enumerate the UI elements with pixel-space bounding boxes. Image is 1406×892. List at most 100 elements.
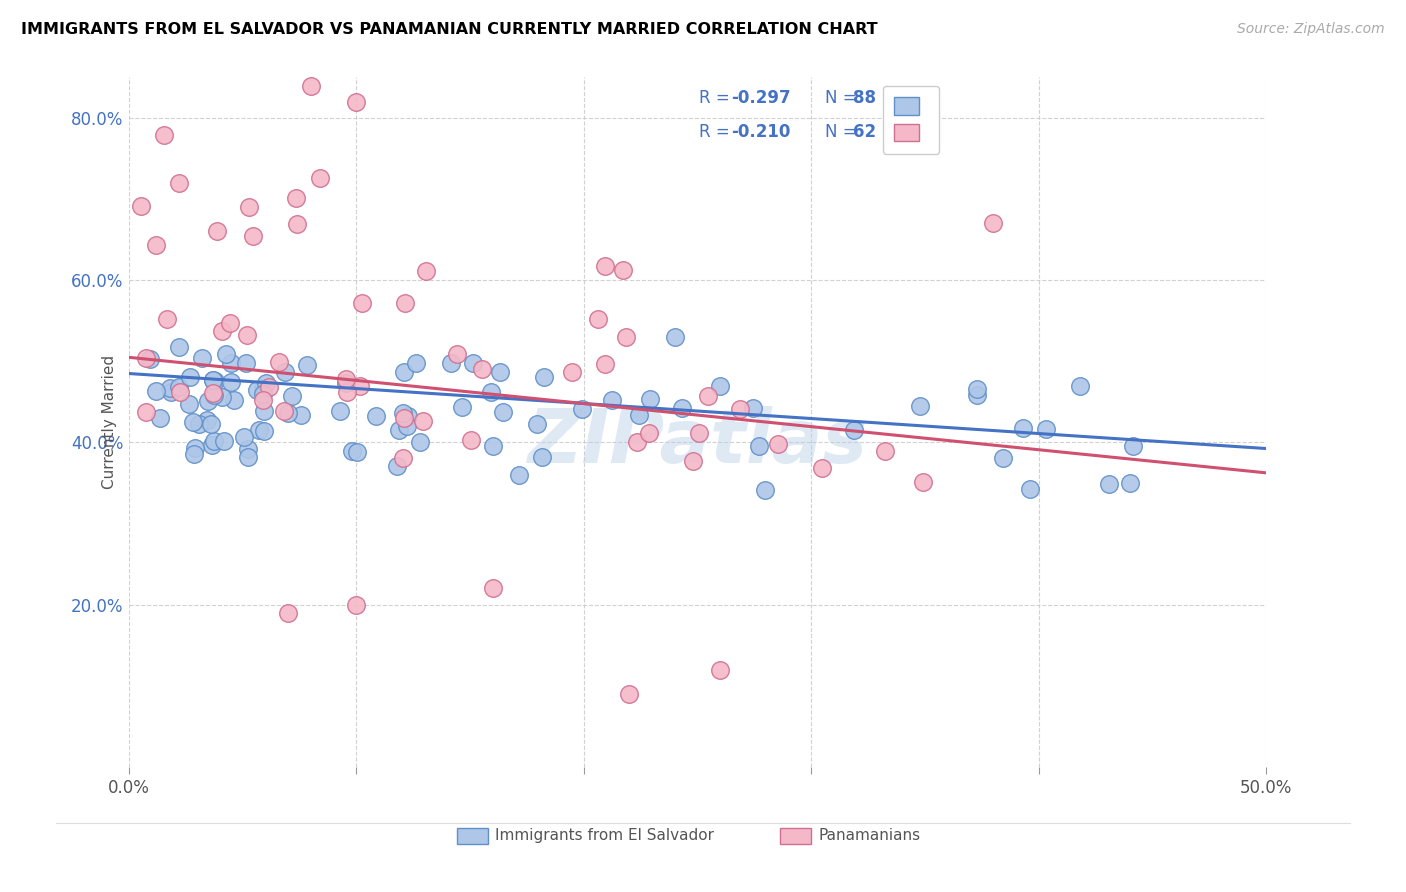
Point: [991, 451, 1014, 466]
Point: [697, 388, 720, 402]
Point: [1035, 422, 1057, 436]
Point: [219, 356, 242, 370]
Point: [450, 400, 472, 414]
Point: [277, 407, 299, 421]
Point: [966, 387, 988, 401]
Text: N =: N =: [825, 123, 862, 141]
Point: [593, 357, 616, 371]
Point: [156, 312, 179, 326]
Point: [252, 386, 274, 401]
Point: [688, 425, 710, 440]
Y-axis label: Currently Married: Currently Married: [103, 355, 118, 489]
Point: [197, 393, 219, 408]
Point: [211, 324, 233, 338]
Point: [181, 416, 204, 430]
Point: [446, 346, 468, 360]
Point: [682, 453, 704, 467]
Point: [329, 404, 352, 418]
Point: [179, 369, 201, 384]
Point: [810, 461, 832, 475]
Point: [139, 352, 162, 367]
Text: 88: 88: [853, 89, 876, 107]
Point: [1069, 379, 1091, 393]
Point: [911, 475, 934, 490]
Text: ZIPatlas: ZIPatlas: [527, 407, 868, 479]
Point: [167, 340, 190, 354]
Point: [201, 438, 224, 452]
Point: [222, 392, 245, 407]
Point: [612, 263, 634, 277]
Point: [167, 176, 190, 190]
Point: [392, 411, 415, 425]
Point: [709, 378, 731, 392]
Point: [184, 441, 207, 455]
Point: [394, 296, 416, 310]
Point: [285, 190, 308, 204]
Point: [242, 228, 264, 243]
Text: Source: ZipAtlas.com: Source: ZipAtlas.com: [1237, 22, 1385, 37]
Point: [910, 399, 932, 413]
Point: [1119, 475, 1142, 490]
Legend: , : ,: [883, 86, 939, 153]
Point: [201, 373, 224, 387]
Point: [571, 402, 593, 417]
Point: [336, 385, 359, 400]
Point: [392, 450, 415, 465]
Point: [219, 317, 242, 331]
Point: [259, 380, 281, 394]
Point: [481, 582, 503, 596]
Point: [159, 381, 181, 395]
Point: [177, 397, 200, 411]
Point: [145, 384, 167, 399]
Point: [344, 598, 367, 612]
Point: [200, 417, 222, 431]
Point: [285, 217, 308, 231]
Point: [135, 351, 157, 365]
Point: [488, 365, 510, 379]
Point: [526, 417, 548, 431]
Point: [131, 199, 153, 213]
Text: Panamanians: Panamanians: [818, 829, 921, 843]
Point: [135, 404, 157, 418]
Point: [440, 356, 463, 370]
Point: [340, 444, 363, 458]
Point: [1018, 482, 1040, 496]
Point: [246, 383, 269, 397]
Point: [267, 355, 290, 369]
Point: [290, 408, 312, 422]
Point: [253, 404, 276, 418]
Point: [204, 374, 226, 388]
Point: [586, 312, 609, 326]
Text: -0.297: -0.297: [731, 89, 790, 107]
Point: [254, 376, 277, 390]
Point: [614, 330, 637, 344]
Point: [202, 388, 225, 402]
Point: [149, 411, 172, 425]
Point: [212, 434, 235, 449]
Point: [202, 385, 225, 400]
Point: [309, 171, 332, 186]
Point: [1098, 476, 1121, 491]
Point: [145, 238, 167, 252]
Point: [346, 444, 368, 458]
Text: Immigrants from El Salvador: Immigrants from El Salvador: [495, 829, 714, 843]
Point: [252, 424, 274, 438]
Point: [201, 373, 224, 387]
Point: [247, 423, 270, 437]
Point: [671, 401, 693, 415]
Point: [415, 264, 437, 278]
Point: [709, 663, 731, 677]
Point: [350, 296, 373, 310]
Point: [392, 406, 415, 420]
Point: [626, 434, 648, 449]
Point: [1121, 439, 1143, 453]
Point: [281, 389, 304, 403]
Point: [602, 393, 624, 408]
Point: [299, 78, 322, 93]
Point: [530, 450, 553, 464]
Point: [169, 384, 191, 399]
Point: [344, 95, 367, 109]
Point: [396, 419, 419, 434]
Point: [728, 402, 751, 417]
Point: [335, 372, 357, 386]
